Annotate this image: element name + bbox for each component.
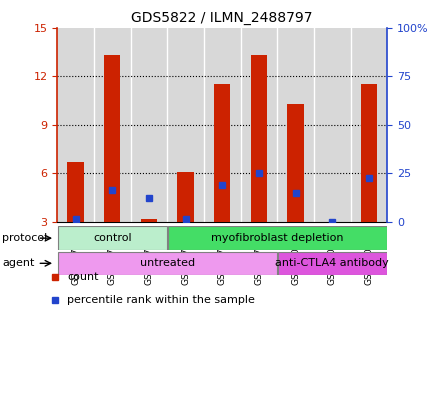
Bar — [214, 84, 231, 222]
Bar — [251, 55, 267, 222]
Text: anti-CTLA4 antibody: anti-CTLA4 antibody — [275, 258, 389, 268]
Text: agent: agent — [2, 258, 35, 268]
Bar — [168, 226, 387, 250]
Bar — [141, 219, 157, 222]
Bar — [361, 84, 377, 222]
Bar — [351, 28, 387, 222]
Text: control: control — [93, 233, 132, 243]
Title: GDS5822 / ILMN_2488797: GDS5822 / ILMN_2488797 — [132, 11, 313, 25]
Text: protocol: protocol — [2, 233, 48, 243]
Bar — [241, 28, 277, 222]
Text: untreated: untreated — [139, 258, 195, 268]
Text: percentile rank within the sample: percentile rank within the sample — [67, 295, 255, 305]
Bar — [167, 28, 204, 222]
Bar — [177, 172, 194, 222]
Bar — [277, 28, 314, 222]
Bar — [104, 55, 121, 222]
Bar — [287, 104, 304, 222]
Bar — [278, 252, 387, 275]
Bar — [67, 162, 84, 222]
Bar — [314, 28, 351, 222]
Bar — [204, 28, 241, 222]
Bar — [58, 226, 166, 250]
Bar — [57, 28, 94, 222]
Bar — [58, 252, 277, 275]
Bar — [131, 28, 167, 222]
Bar — [94, 28, 131, 222]
Text: myofibroblast depletion: myofibroblast depletion — [211, 233, 344, 243]
Text: count: count — [67, 272, 99, 282]
